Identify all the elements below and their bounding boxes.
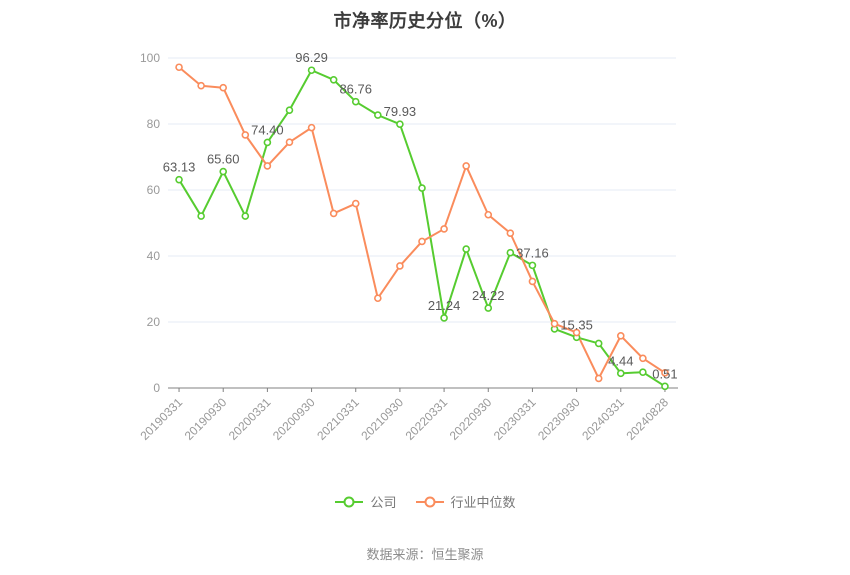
company-legend-marker-icon bbox=[335, 496, 364, 507]
industry-median-point-marker bbox=[263, 162, 272, 170]
company-point-marker bbox=[374, 111, 382, 119]
chart-canvas: 0 20 40 60 80 100 2019033120190930202003312020… bbox=[138, 50, 678, 443]
x-axis-label: 20220930 bbox=[447, 395, 495, 443]
industry-median-point-marker bbox=[329, 209, 338, 218]
y-axis-label: 60 bbox=[147, 183, 161, 197]
data-point-label: 0.51 bbox=[652, 366, 677, 381]
industry-median-point-marker bbox=[285, 138, 294, 146]
industry-median-point-marker bbox=[219, 83, 228, 92]
company-point-marker bbox=[506, 248, 515, 257]
x-axis-label: 20240828 bbox=[623, 395, 671, 443]
data-point-label: 4.44 bbox=[608, 353, 633, 368]
industry-median-point-marker bbox=[374, 294, 382, 303]
data-point-label: 86.76 bbox=[339, 82, 372, 97]
company-point-marker bbox=[462, 245, 470, 253]
company-point-marker bbox=[241, 212, 250, 220]
industry-median-point-marker bbox=[616, 332, 625, 340]
industry-median-point-marker bbox=[241, 131, 250, 139]
company-line bbox=[178, 69, 666, 388]
x-axis-label: 20200930 bbox=[270, 395, 318, 443]
data-point-label: 15.35 bbox=[560, 317, 593, 332]
industry-median-point-marker bbox=[351, 199, 360, 208]
y-axis-label: 0 bbox=[153, 381, 160, 395]
company-point-marker bbox=[175, 175, 183, 184]
x-axis-label: 20190930 bbox=[182, 395, 230, 443]
data-point-label: 65.60 bbox=[207, 152, 240, 167]
industry-median-point-marker bbox=[528, 277, 537, 286]
company-point-marker bbox=[396, 120, 404, 129]
chart-title: 市净率历史分位（%） bbox=[333, 11, 517, 31]
data-point-label: 74.40 bbox=[251, 122, 284, 137]
company-point-marker bbox=[285, 106, 294, 114]
legend-item-industry-median[interactable]: 行业中位数 bbox=[415, 492, 516, 511]
company-point-marker bbox=[528, 261, 537, 270]
data-point-label: 96.29 bbox=[295, 50, 328, 65]
company-point-marker bbox=[351, 97, 360, 106]
legend-label-company: 公司 bbox=[370, 495, 397, 510]
industry-median-point-marker bbox=[175, 63, 183, 72]
company-point-marker bbox=[616, 369, 625, 378]
industry-median-point-marker bbox=[506, 229, 515, 238]
industry-median-point-marker bbox=[484, 210, 493, 219]
company-point-marker bbox=[639, 368, 647, 376]
data-point-label: 79.93 bbox=[384, 104, 417, 119]
company-point-marker bbox=[484, 304, 493, 312]
x-axis-label: 20200331 bbox=[226, 395, 274, 443]
industry-median-point-marker bbox=[550, 319, 559, 328]
company-point-marker bbox=[440, 314, 448, 322]
data-point-label: 21.24 bbox=[428, 298, 461, 313]
industry-median-point-marker bbox=[440, 225, 448, 233]
industry-median-point-marker bbox=[661, 369, 669, 377]
x-axis-label: 20230930 bbox=[535, 395, 583, 443]
x-axis-label: 20230331 bbox=[491, 395, 539, 443]
data-source-note: 数据来源：恒生聚源 bbox=[366, 547, 484, 562]
industry-median-point-marker bbox=[307, 123, 316, 132]
company-point-marker bbox=[594, 339, 603, 348]
company-point-marker bbox=[661, 382, 669, 391]
industry-median-point-marker bbox=[396, 262, 404, 270]
data-point-label: 37.16 bbox=[516, 245, 549, 260]
industry-median-point-marker bbox=[572, 328, 581, 337]
x-axis-label: 20210331 bbox=[314, 395, 362, 443]
y-axis-label: 40 bbox=[147, 249, 161, 263]
legend-item-company[interactable]: 公司 bbox=[334, 492, 397, 511]
company-point-marker bbox=[197, 212, 205, 220]
industry-median-point-marker bbox=[418, 237, 426, 246]
industry-median-point-marker bbox=[639, 354, 647, 363]
data-point-label: 63.13 bbox=[163, 160, 196, 175]
x-axis-label: 20220331 bbox=[403, 395, 451, 443]
company-point-marker bbox=[307, 66, 316, 75]
legend: 公司 行业中位数 bbox=[0, 492, 850, 511]
y-axis-label: 80 bbox=[147, 117, 161, 131]
x-axis-label: 20190331 bbox=[138, 395, 186, 443]
company-point-marker bbox=[263, 138, 272, 147]
company-point-marker bbox=[418, 184, 426, 192]
industry-median-point-marker bbox=[197, 81, 205, 90]
legend-label-industry-median: 行业中位数 bbox=[450, 495, 516, 510]
data-point-label: 24.22 bbox=[472, 288, 505, 303]
industry-median-legend-marker-icon bbox=[415, 496, 444, 507]
company-point-marker bbox=[219, 167, 228, 176]
industry-median-point-marker bbox=[462, 162, 470, 170]
x-axis-label: 20240331 bbox=[579, 395, 627, 443]
company-point-marker bbox=[329, 75, 338, 84]
y-axis-label: 100 bbox=[140, 51, 160, 65]
industry-median-point-marker bbox=[594, 374, 603, 383]
x-axis-label: 20210930 bbox=[358, 395, 406, 443]
y-axis-label: 20 bbox=[147, 315, 161, 329]
